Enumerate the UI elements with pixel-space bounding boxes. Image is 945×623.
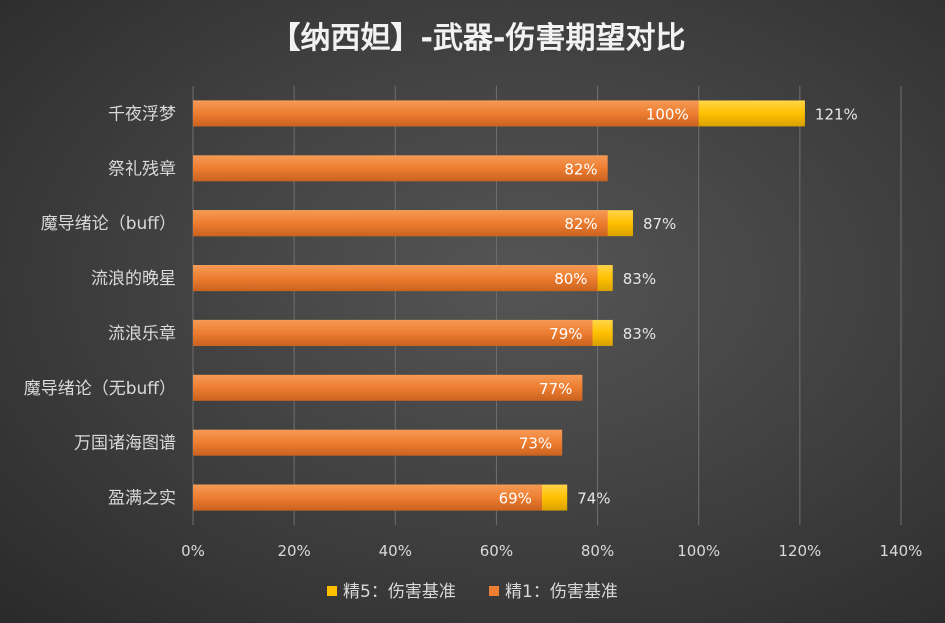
data-label-refine1: 77% [539,380,572,398]
bar-refine1 [193,265,598,292]
grid [192,86,902,525]
x-tick-label: 40% [379,542,412,560]
data-label-refine1: 82% [564,160,597,178]
category-label: 盈满之实 [108,489,176,509]
chart-title: 【纳西妲】-武器-伤害期望对比 [271,21,686,56]
x-axis-ticks: 0% 20% 40% 60% 80% 100% 120% 140% [181,542,922,560]
data-label-refine5: 87% [643,215,676,233]
x-tick-label: 140% [880,542,923,560]
x-tick-label: 100% [677,542,720,560]
bars [193,100,805,511]
legend-label: 精5：伤害基准 [343,582,456,602]
data-label-refine1: 80% [554,270,587,288]
x-tick-label: 20% [277,542,310,560]
bar-refine1 [193,319,593,346]
category-label: 魔导绪论（buff） [41,214,176,234]
category-label: 流浪乐章 [108,324,176,344]
bar-refine1 [193,484,542,511]
data-label-refine5: 83% [623,270,656,288]
bar-refine1 [193,210,608,237]
legend-label: 精1：伤害基准 [505,582,618,602]
legend-swatch [327,586,337,596]
x-tick-label: 120% [778,542,821,560]
x-tick-label: 0% [181,542,205,560]
data-label-refine1: 73% [519,435,552,453]
data-label-refine1: 69% [499,490,532,508]
legend: 精5：伤害基准 精1：伤害基准 [327,582,618,602]
bar-refine1 [193,100,699,127]
category-label: 魔导绪论（无buff） [24,379,176,399]
x-tick-label: 60% [480,542,513,560]
data-label-refine5: 121% [815,105,858,123]
x-tick-label: 80% [581,542,614,560]
category-label: 流浪的晚星 [91,269,176,289]
legend-swatch [489,586,499,596]
data-label-refine5: 83% [623,325,656,343]
bar-refine1 [193,429,563,456]
data-label-refine1: 79% [549,325,582,343]
data-label-refine5: 74% [577,490,610,508]
data-label-refine1: 82% [564,215,597,233]
data-labels: 100% 121% 82% 82% 87% 80% 83% 79% 83% 77% 73% 69% 74… [499,105,858,507]
category-label: 祭礼残章 [108,159,176,179]
data-label-refine1: 100% [646,105,689,123]
bar-refine1 [193,155,608,182]
category-label: 千夜浮梦 [108,104,176,124]
bar-refine1 [193,374,583,401]
category-label: 万国诸海图谱 [74,434,176,454]
